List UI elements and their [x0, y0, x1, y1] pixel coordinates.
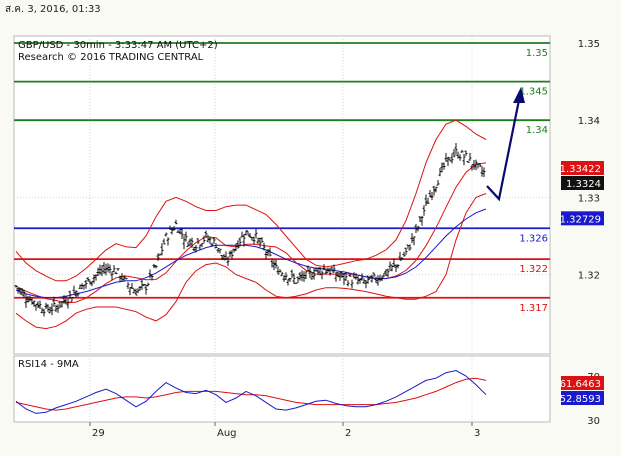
y-tick-label: 1.33	[578, 193, 600, 204]
rsi-y-tick-label: 30	[587, 416, 600, 427]
y-tick-label: 1.34	[578, 116, 600, 127]
bollinger-lower-line	[15, 193, 487, 330]
price-tag-upper-box	[561, 161, 604, 175]
y-tick-label: 1.35	[578, 39, 600, 50]
rsi-tag-ma-label: 61.6463	[560, 379, 601, 390]
rsi-panel	[13, 355, 551, 423]
level-label-pivot: 1.326	[519, 233, 548, 244]
level-label-resistance-3: 1.35	[526, 48, 548, 59]
price-panel	[13, 35, 551, 355]
rsi-tag-rsi-box	[561, 391, 604, 405]
ma-slow-line	[15, 208, 487, 299]
bollinger-upper-line	[15, 119, 487, 282]
price-tags: 1.33422 1.3324 1.32729 61.6463 52.8593	[560, 161, 604, 405]
x-tick-label: Aug	[217, 428, 237, 439]
forecast-arrow	[486, 99, 521, 202]
price-tag-pivot-box	[561, 211, 604, 226]
price-tag-last-box	[561, 176, 604, 190]
forecast-arrowhead	[513, 87, 525, 103]
price-bars-layer	[14, 142, 486, 317]
x-axis: 29 Aug 2 3	[89, 422, 480, 439]
rsi-line	[15, 369, 487, 414]
chart-header-title: GBP/USD - 30min - 3:33:47 AM (UTC+2)	[18, 40, 218, 51]
indicators-layer	[15, 119, 487, 330]
ma-fast-line	[15, 162, 487, 304]
rsi-layer	[15, 369, 487, 414]
y-axis: 1.351.341.331.327030	[578, 39, 600, 427]
y-tick-label: 1.32	[578, 271, 600, 282]
level-label-support-1: 1.322	[519, 264, 548, 275]
levels-layer: 1.35 1.345 1.34 1.326 1.322 1.317	[14, 42, 550, 314]
level-label-resistance-1: 1.34	[526, 125, 548, 136]
x-tick-label: 3	[474, 428, 480, 439]
chart-header-source: Research © 2016 TRADING CENTRAL	[18, 52, 204, 63]
x-tick-label: 2	[345, 428, 351, 439]
rsi-ma-line	[15, 377, 487, 411]
price-tag-upper-label: 1.33422	[560, 164, 601, 175]
rsi-tag-ma-box	[561, 376, 604, 390]
timestamp: ส.ค. 3, 2016, 01:33	[5, 4, 101, 15]
rsi-tag-rsi-label: 52.8593	[560, 394, 601, 405]
price-tag-last-label: 1.3324	[566, 179, 601, 190]
price-tag-pivot-label: 1.32729	[560, 214, 601, 225]
rsi-title: RSI14 - 9MA	[18, 359, 79, 370]
level-label-resistance-2: 1.345	[519, 87, 548, 98]
level-label-support-2: 1.317	[519, 303, 548, 314]
x-tick-label: 29	[92, 428, 105, 439]
